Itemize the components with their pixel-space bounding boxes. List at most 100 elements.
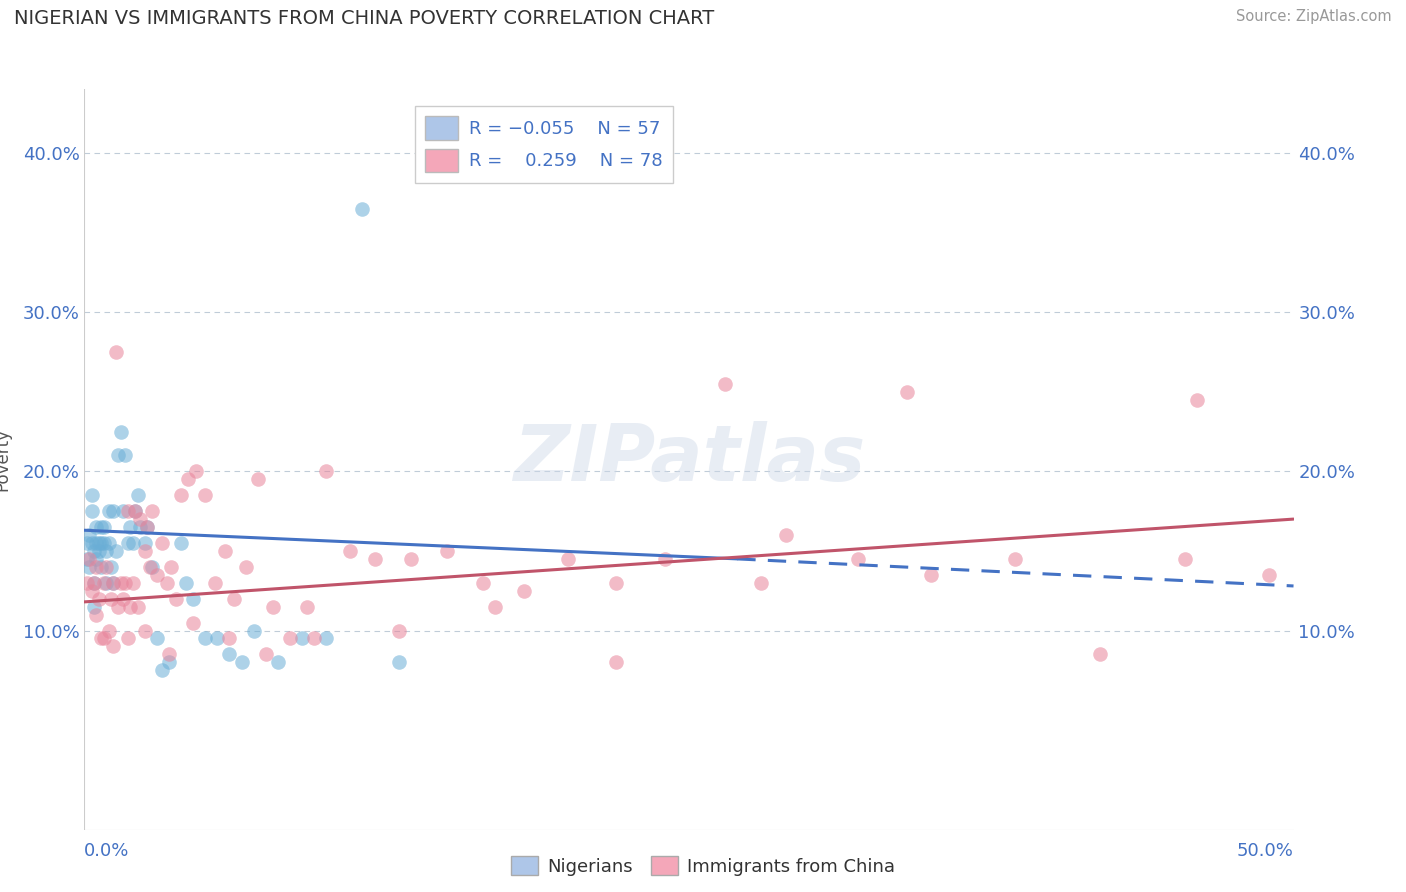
Point (224, 591, 246, 606)
Point (77, 528, 100, 542)
Point (231, 656, 253, 670)
Point (134, 624, 156, 638)
Point (134, 536, 156, 550)
Point (262, 599, 284, 614)
Point (605, 575, 627, 590)
Point (472, 575, 495, 590)
Point (86, 536, 108, 550)
Point (97, 536, 120, 550)
Point (714, 376, 737, 391)
Point (1185, 392, 1208, 407)
Point (97, 624, 120, 638)
Point (124, 504, 146, 518)
Point (157, 656, 180, 670)
Point (83, 575, 105, 590)
Point (654, 552, 676, 566)
Point (112, 504, 135, 518)
Point (103, 575, 125, 590)
Point (121, 536, 143, 550)
Point (181, 591, 204, 606)
Point (90, 632, 112, 646)
Point (1258, 567, 1281, 582)
Point (120, 520, 142, 534)
Point (315, 632, 337, 646)
Point (86, 520, 108, 534)
Point (513, 583, 536, 598)
Point (134, 544, 156, 558)
Point (103, 640, 125, 654)
Point (267, 656, 290, 670)
Point (177, 472, 200, 486)
Point (104, 345, 127, 359)
Point (127, 488, 149, 502)
Point (86, 559, 108, 574)
Point (110, 425, 132, 439)
Point (94, 575, 117, 590)
Point (76, 552, 98, 566)
Point (107, 599, 129, 614)
Y-axis label: Poverty: Poverty (0, 428, 11, 491)
Point (150, 664, 173, 678)
Point (100, 559, 122, 574)
Point (76, 575, 98, 590)
Point (90, 559, 112, 574)
Point (80, 488, 103, 502)
Point (121, 575, 143, 590)
Point (129, 520, 152, 534)
Point (218, 632, 240, 646)
Legend: Nigerians, Immigrants from China: Nigerians, Immigrants from China (503, 849, 903, 883)
Text: NIGERIAN VS IMMIGRANTS FROM CHINA POVERTY CORRELATION CHART: NIGERIAN VS IMMIGRANTS FROM CHINA POVERT… (14, 9, 714, 28)
Point (388, 624, 411, 638)
Point (80, 536, 103, 550)
Point (90, 520, 112, 534)
Point (218, 648, 240, 662)
Point (77, 559, 100, 574)
Point (114, 449, 136, 463)
Point (80, 504, 103, 518)
Point (235, 559, 257, 574)
Point (117, 536, 139, 550)
Text: Source: ZipAtlas.com: Source: ZipAtlas.com (1236, 9, 1392, 24)
Point (103, 504, 125, 518)
Point (846, 552, 869, 566)
Point (605, 656, 627, 670)
Point (97, 504, 120, 518)
Point (775, 528, 797, 542)
Point (920, 567, 942, 582)
Point (136, 520, 159, 534)
Point (90, 536, 112, 550)
Point (93, 632, 115, 646)
Point (302, 632, 325, 646)
Point (484, 599, 506, 614)
Point (80, 583, 103, 598)
Point (87, 591, 110, 606)
Point (117, 632, 139, 646)
Point (110, 575, 132, 590)
Point (117, 504, 139, 518)
Point (94, 544, 117, 558)
Point (170, 488, 193, 502)
Point (242, 624, 264, 638)
Point (87, 544, 110, 558)
Point (129, 512, 152, 526)
Point (146, 567, 169, 582)
Point (86, 607, 108, 622)
Point (141, 559, 163, 574)
Point (93, 575, 115, 590)
Point (76, 536, 98, 550)
Point (254, 648, 277, 662)
Point (388, 656, 411, 670)
Point (138, 559, 160, 574)
Point (204, 575, 226, 590)
Point (291, 632, 314, 646)
Point (352, 202, 374, 216)
Point (94, 559, 117, 574)
Point (93, 520, 115, 534)
Point (112, 591, 135, 606)
Point (86, 552, 108, 566)
Point (214, 544, 236, 558)
Point (83, 544, 105, 558)
Point (124, 504, 146, 518)
Point (174, 575, 197, 590)
Point (557, 552, 579, 566)
